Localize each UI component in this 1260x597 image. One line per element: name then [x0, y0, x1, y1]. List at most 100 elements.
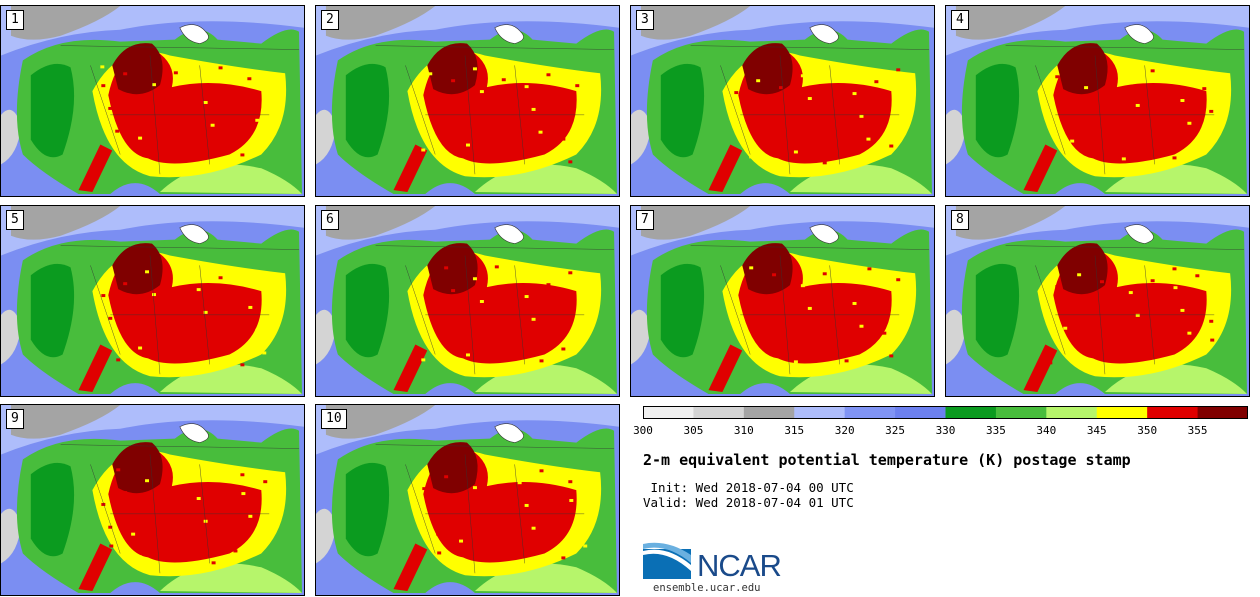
speckle-mark	[517, 481, 522, 485]
speckle-mark	[451, 79, 456, 83]
speckle-mark	[444, 475, 449, 479]
speckle-mark	[167, 486, 172, 490]
pacific-cold-area	[631, 109, 651, 165]
speckle-mark	[524, 503, 529, 507]
stamp-member-3: 3	[630, 5, 935, 197]
speckle-mark	[1113, 115, 1118, 119]
speckle-mark	[1070, 349, 1075, 353]
speckle-mark	[1210, 338, 1215, 342]
pacific-cold-area	[631, 309, 651, 365]
speckle-mark	[1099, 280, 1104, 284]
speckle-mark	[101, 84, 106, 88]
speckle-mark	[240, 473, 245, 477]
cold-terrain-area	[955, 206, 1066, 240]
speckle-mark	[785, 108, 790, 112]
speckle-mark	[792, 131, 797, 135]
speckle-mark	[896, 68, 901, 72]
hot-plume-area	[393, 144, 428, 193]
speckle-mark	[583, 335, 588, 339]
great-lakes-area	[494, 423, 524, 443]
speckle-mark	[749, 155, 754, 159]
speckle-mark	[568, 160, 573, 164]
member-label: 2	[321, 10, 339, 30]
stamp-member-2: 2	[315, 5, 620, 197]
speckle-mark	[240, 153, 245, 157]
speckle-mark	[881, 102, 886, 106]
colorbar-tick-label: 350	[1137, 424, 1158, 437]
speckle-mark	[859, 324, 864, 328]
speckle-mark	[241, 492, 246, 496]
speckle-mark	[188, 345, 193, 349]
speckle-mark	[495, 493, 500, 497]
speckle-mark	[137, 117, 142, 121]
hot-plume-area	[393, 344, 428, 393]
speckle-mark	[101, 294, 106, 298]
speckle-mark	[502, 306, 507, 310]
speckle-mark	[874, 80, 879, 84]
speckle-mark	[1150, 279, 1155, 283]
speckle-mark	[451, 498, 456, 501]
member-label: 8	[951, 210, 969, 230]
speckle-mark	[1143, 355, 1148, 359]
speckle-mark	[881, 312, 886, 316]
west-moist-area	[660, 63, 705, 158]
speckle-mark	[546, 283, 551, 287]
speckle-mark	[421, 358, 426, 362]
speckle-mark	[174, 300, 179, 303]
great-lakes-area	[179, 224, 209, 244]
speckle-mark	[757, 98, 762, 101]
speckle-mark	[1055, 75, 1060, 79]
speckle-mark	[554, 533, 559, 537]
speckle-mark	[436, 113, 441, 117]
speckle-mark	[1194, 144, 1199, 148]
west-moist-area	[975, 63, 1020, 158]
colorbar-segment	[1096, 406, 1148, 419]
speckle-mark	[793, 150, 798, 154]
colorbar-segment	[895, 406, 946, 419]
speckle-mark	[145, 479, 150, 483]
speckle-mark	[1195, 274, 1200, 278]
speckle-mark	[437, 551, 442, 555]
speckle-mark	[815, 348, 820, 352]
speckle-mark	[1173, 286, 1178, 290]
colorbar-segment	[743, 406, 795, 419]
speckle-mark	[1158, 110, 1163, 114]
speckle-mark	[181, 531, 186, 535]
speckle-mark	[553, 96, 558, 100]
stamp-member-7: 7	[630, 205, 935, 397]
colorbar-tick-label: 320	[834, 424, 855, 437]
speckle-mark	[756, 79, 761, 83]
great-lakes-area	[494, 224, 524, 244]
speckle-mark	[466, 562, 470, 566]
colorbar-segment	[844, 406, 896, 419]
speckle-mark	[123, 72, 128, 76]
speckle-mark	[1209, 109, 1214, 113]
init-time: Init: Wed 2018-07-04 00 UTC	[643, 480, 854, 495]
speckle-mark	[465, 124, 469, 128]
member-label: 10	[321, 409, 347, 429]
speckle-mark	[1143, 145, 1148, 149]
speckle-mark	[800, 74, 805, 78]
speckle-mark	[152, 520, 157, 524]
pacific-cold-area	[946, 309, 966, 365]
speckle-mark	[458, 311, 463, 315]
speckle-mark	[115, 129, 120, 133]
hot-plume-area	[1023, 344, 1058, 393]
colorbar	[643, 406, 1248, 419]
speckle-mark	[1121, 268, 1126, 272]
state-borders	[375, 444, 615, 574]
colorbar-tick-label: 305	[683, 424, 704, 437]
speckle-mark	[131, 532, 136, 536]
speckle-mark	[159, 543, 164, 547]
speckle-mark	[101, 502, 106, 506]
speckle-mark	[531, 526, 536, 530]
speckle-mark	[226, 317, 231, 321]
colorbar-frame	[643, 406, 1248, 419]
stamp-member-1: 1	[0, 5, 305, 197]
stamp-member-5: 5	[0, 205, 305, 397]
theta-e-map	[631, 206, 934, 396]
speckle-mark	[882, 331, 887, 335]
colorbar-segment	[1147, 406, 1199, 419]
cold-terrain-area	[640, 206, 751, 240]
speckle-mark	[1106, 93, 1111, 97]
